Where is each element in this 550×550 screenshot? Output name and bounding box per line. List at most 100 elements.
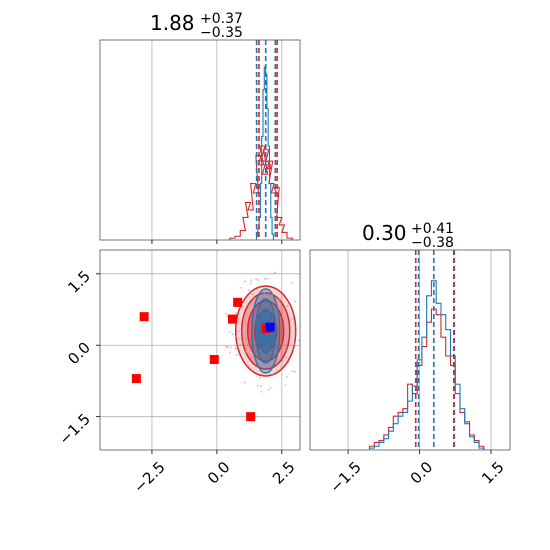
sample-point [229, 351, 232, 354]
x-tick-label: 1.5 [478, 458, 508, 488]
red-marker [131, 374, 141, 384]
sample-point [227, 345, 230, 348]
sample-point [235, 348, 238, 351]
sample-point [293, 370, 296, 373]
sample-point [282, 360, 285, 363]
panel-frame [99, 249, 301, 451]
blue-histogram [368, 280, 485, 450]
sample-point [258, 376, 261, 379]
joint-panel: −2.5 0.0 2.5 1.5 0.0 −1.5 [56, 249, 305, 497]
sample-point [260, 390, 263, 393]
title-param-2-plus: +0.41 [411, 221, 454, 237]
sample-point [251, 293, 254, 296]
y-tick-label: 0.0 [64, 339, 94, 369]
sample-point [291, 369, 294, 372]
title-param-1-minus: −0.35 [200, 25, 243, 41]
sample-point [298, 339, 300, 342]
sample-point [228, 330, 231, 333]
sample-point [287, 300, 290, 303]
sample-point [269, 387, 272, 390]
sample-point [292, 318, 295, 321]
sample-point [251, 369, 254, 372]
title-param-2-minus: −0.38 [411, 235, 454, 251]
title-param-1: 1.88 [150, 11, 195, 35]
sample-point [244, 350, 247, 353]
red-marker [139, 312, 149, 322]
sample-point [284, 356, 287, 359]
sample-point [226, 315, 229, 318]
sample-point [238, 337, 241, 340]
sample-point [243, 280, 246, 283]
sample-point [267, 388, 270, 391]
sample-point [250, 279, 253, 282]
sample-point [264, 277, 267, 280]
marginal-panel-param-1 [99, 39, 301, 244]
sample-point [247, 304, 250, 307]
sample-point [284, 384, 287, 387]
sample-point [231, 332, 234, 335]
sample-point [241, 331, 244, 334]
sample-point [275, 368, 278, 371]
sample-point [251, 300, 254, 303]
sample-point [247, 365, 250, 368]
y-tick-label: 1.5 [64, 267, 94, 297]
sample-point [255, 278, 258, 281]
sample-point [271, 293, 274, 296]
sample-point [241, 341, 244, 344]
sample-point [289, 319, 292, 322]
sample-point [293, 331, 296, 334]
sample-point [285, 347, 288, 350]
red-marker [233, 297, 243, 307]
sample-point [252, 296, 255, 299]
sample-point [291, 347, 294, 350]
sample-point [247, 289, 250, 292]
title-param-1-plus: +0.37 [200, 11, 243, 27]
sample-point [225, 345, 228, 348]
red-marker [209, 355, 219, 365]
sample-point [273, 271, 276, 274]
sample-point [262, 370, 265, 373]
blue-marker [265, 322, 275, 332]
sample-point [239, 286, 242, 289]
sample-point [302, 333, 304, 335]
sample-point [237, 346, 240, 349]
sample-point [257, 279, 260, 282]
sample-point [266, 277, 269, 280]
sample-point [224, 312, 227, 315]
x-tick-label: 0.0 [204, 458, 234, 488]
sample-point [235, 344, 238, 347]
marginal-panel-param-2: −1.5 0.0 1.5 [309, 249, 511, 497]
sample-point [263, 292, 266, 295]
sample-point [237, 317, 240, 320]
sample-point [303, 307, 305, 309]
sample-point [237, 330, 240, 333]
sample-point [268, 371, 271, 374]
sample-point [271, 373, 274, 376]
y-tick-label: −1.5 [56, 410, 94, 448]
sample-point [289, 335, 292, 338]
x-tick-label: −1.5 [326, 458, 364, 496]
sample-point [243, 318, 246, 321]
sample-point [287, 361, 290, 364]
sample-point [256, 384, 259, 387]
sample-point [235, 312, 238, 315]
sample-point [239, 343, 242, 346]
panel-frame [309, 249, 511, 451]
sample-point [259, 385, 262, 388]
red-marker [246, 412, 256, 422]
sample-point [235, 353, 238, 356]
sample-point [286, 304, 289, 307]
x-tick-label: 2.5 [269, 458, 299, 488]
title-param-2: 0.30 [362, 221, 407, 245]
sample-point [261, 373, 264, 376]
sample-point [229, 346, 232, 349]
sample-point [276, 358, 279, 361]
sample-point [294, 300, 297, 303]
sample-point [293, 343, 296, 346]
x-tick-label: 0.0 [407, 458, 437, 488]
sample-point [250, 282, 253, 285]
red-marker [227, 314, 237, 324]
sample-point [278, 298, 281, 301]
sample-point [290, 282, 293, 285]
